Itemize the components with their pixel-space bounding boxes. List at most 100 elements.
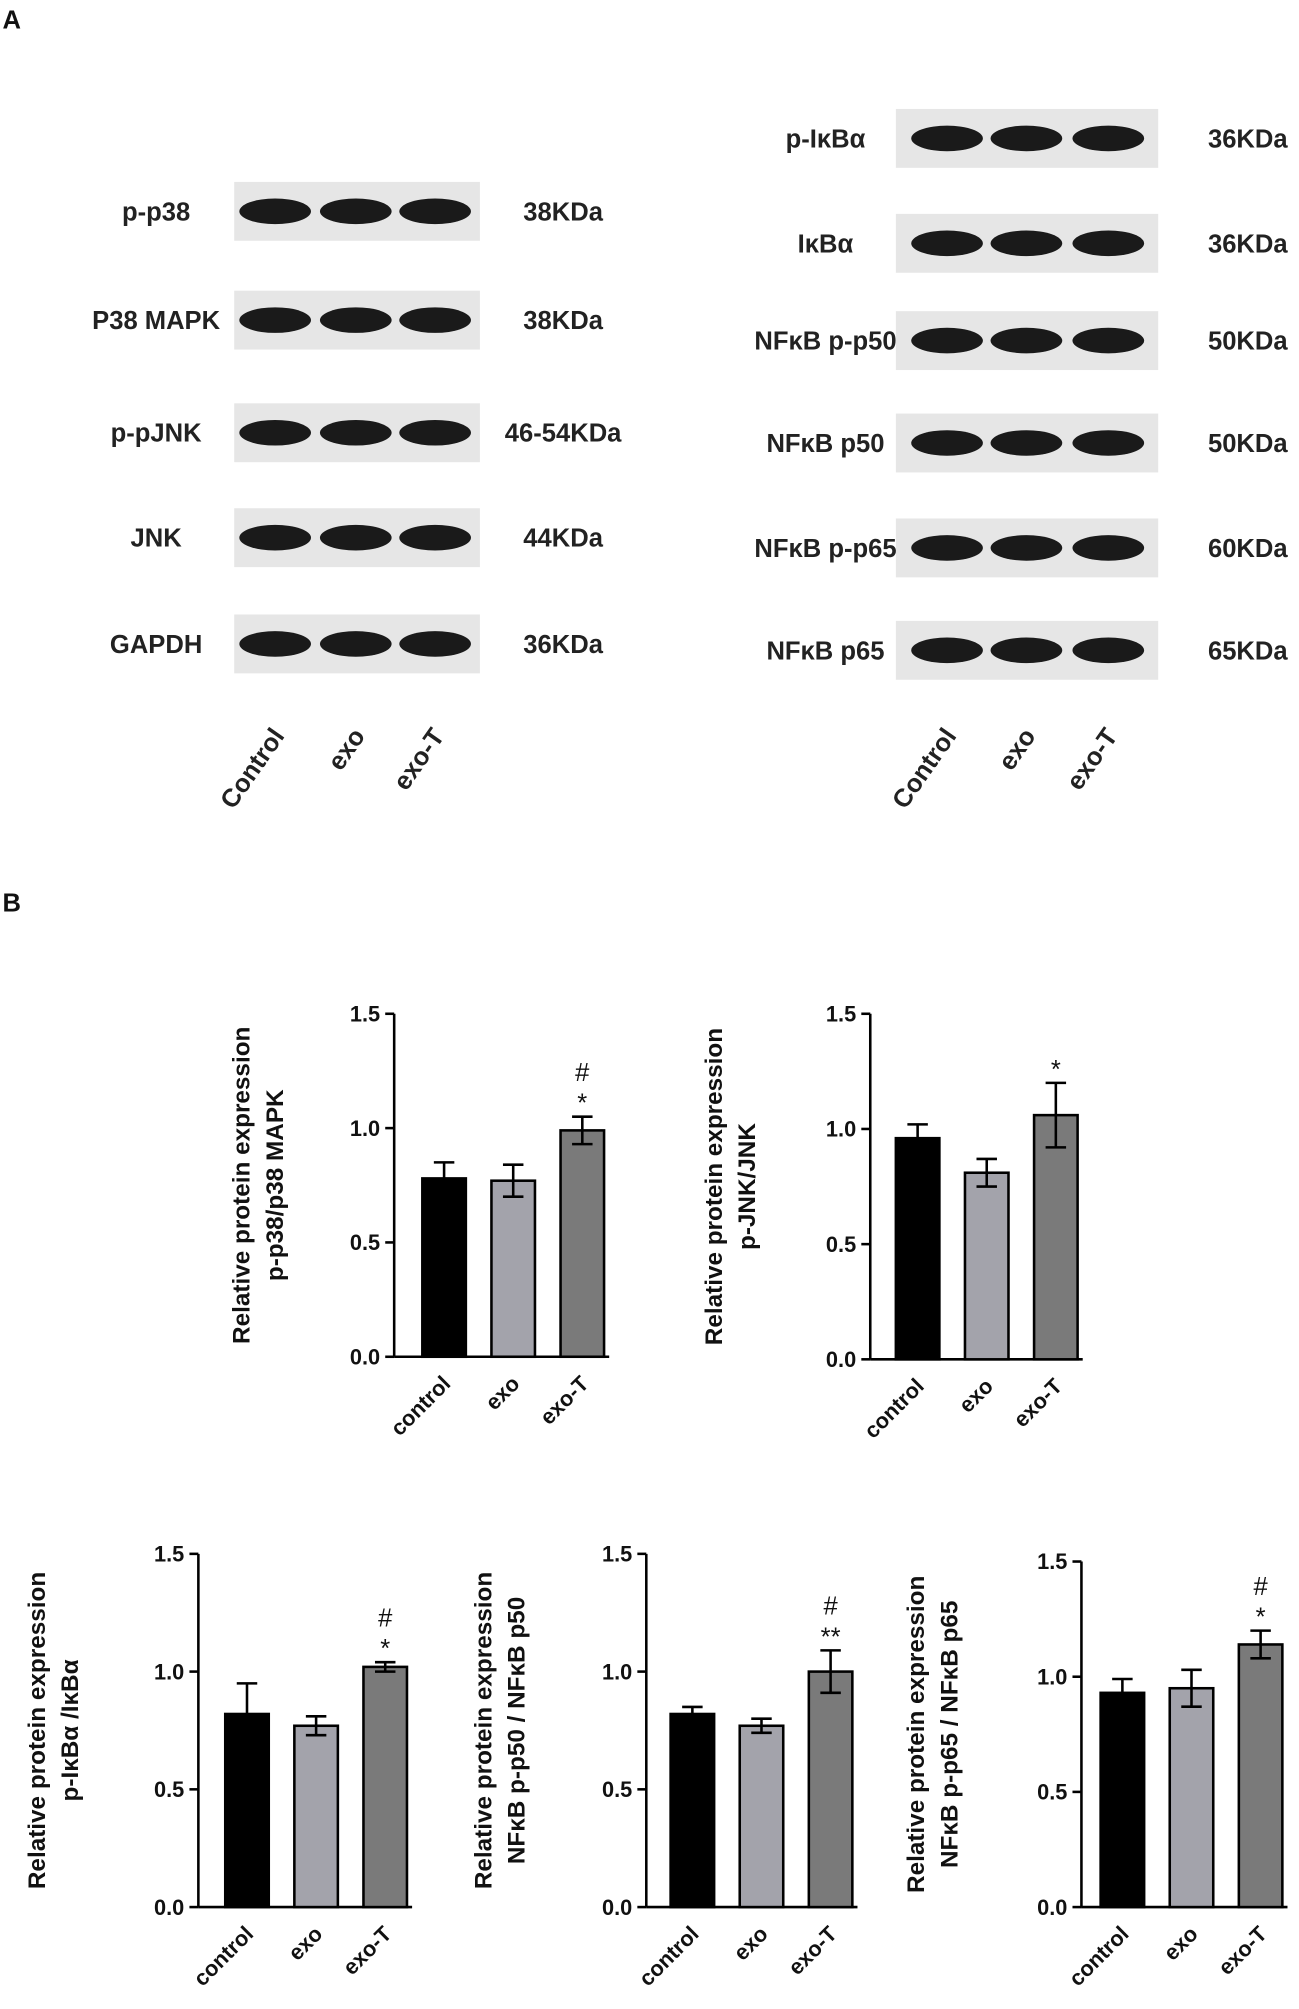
error-bar: [976, 1157, 997, 1188]
y-axis-label: Relative protein expression: [701, 1028, 728, 1345]
blot-size: 36KDa: [1208, 125, 1288, 153]
error-bar: [907, 1123, 928, 1154]
blot-band: [319, 198, 392, 225]
blot-size: 60KDa: [1208, 535, 1288, 563]
blot-band: [911, 637, 983, 664]
bar: [293, 1724, 340, 1909]
blot-band: [1072, 230, 1145, 257]
significance-mark: *: [1256, 1604, 1266, 1632]
y-axis-label: Relative protein expression: [470, 1572, 497, 1889]
y-tick-label: 1.5: [602, 1542, 632, 1567]
y-axis-label: NFκB p-p65 / NFκB p65: [936, 1601, 963, 1868]
blot-band: [319, 631, 392, 657]
blot-band: [239, 307, 311, 333]
x-tick-label: exo: [283, 1921, 327, 1965]
bar: [421, 1177, 468, 1359]
x-tick-label: exo-T: [783, 1921, 842, 1980]
blot-band: [990, 125, 1063, 152]
significance-mark: #: [1253, 1573, 1268, 1601]
significance-mark: #: [378, 1604, 393, 1632]
blot-label: NFκB p50: [766, 430, 884, 458]
bar: [1237, 1643, 1284, 1909]
blot-band: [399, 419, 471, 446]
error-bar: [236, 1682, 258, 1746]
significance-mark: #: [575, 1059, 590, 1087]
y-tick-label: 1.0: [826, 1117, 856, 1142]
significance-mark: #: [823, 1593, 838, 1621]
x-tick-label: control: [859, 1373, 929, 1443]
blot-band: [239, 524, 311, 551]
blot-band: [990, 230, 1063, 257]
blot-band: [399, 198, 471, 225]
y-tick-label: 0.0: [154, 1895, 184, 1920]
y-axis-label: p-p38/p38 MAPK: [262, 1089, 289, 1281]
x-tick-label: exo: [1159, 1921, 1203, 1965]
error-bar: [502, 1163, 524, 1198]
blot-band: [399, 307, 471, 333]
blot-band: [1072, 535, 1145, 561]
bar: [963, 1171, 1010, 1361]
blot-band: [399, 524, 471, 551]
blot-band: [319, 524, 392, 551]
error-bar: [1250, 1629, 1271, 1660]
significance-mark: *: [1051, 1056, 1061, 1084]
blot-label: P38 MAPK: [92, 307, 220, 335]
x-tick-label: exo-T: [1008, 1373, 1067, 1432]
blot-label: NFκB p65: [766, 637, 884, 665]
bar: [894, 1136, 941, 1361]
bar: [362, 1665, 409, 1909]
lane-label: Control: [215, 723, 290, 814]
error-bar: [820, 1649, 841, 1695]
y-axis-label: p-JNK/JNK: [734, 1123, 761, 1250]
blot-band: [911, 125, 983, 152]
y-tick-label: 1.0: [1037, 1664, 1067, 1689]
error-bar: [751, 1717, 772, 1735]
blot-band: [239, 419, 311, 446]
bar: [490, 1179, 537, 1359]
blot-label: IκBα: [798, 230, 854, 258]
lane-label: exo-T: [388, 723, 450, 795]
y-tick-label: 0.0: [1037, 1895, 1067, 1920]
y-tick-label: 1.5: [826, 1001, 856, 1026]
blot-size: 36KDa: [523, 631, 603, 659]
error-bar: [1181, 1668, 1202, 1708]
blot-label: NFκB p-p65: [754, 535, 896, 563]
y-axis-label: Relative protein expression: [24, 1572, 51, 1889]
significance-mark: **: [821, 1623, 841, 1651]
bar: [1032, 1113, 1079, 1361]
x-tick-label: exo-T: [1213, 1921, 1272, 1980]
y-tick-label: 0.0: [350, 1344, 380, 1369]
x-tick-label: control: [634, 1921, 704, 1991]
lane-label: exo: [323, 723, 371, 775]
blot-band: [990, 637, 1063, 664]
y-axis-label: p-IκBα /IκBα: [57, 1659, 84, 1801]
bar: [738, 1724, 785, 1909]
blot-size: 50KDa: [1208, 328, 1288, 356]
y-tick-label: 0.5: [1037, 1780, 1067, 1805]
panel-label: A: [3, 6, 21, 34]
blot-band: [1072, 125, 1145, 152]
y-tick-label: 0.5: [602, 1777, 632, 1802]
blot-band: [1072, 430, 1145, 456]
y-tick-label: 1.5: [350, 1001, 380, 1026]
x-tick-label: control: [386, 1371, 456, 1441]
error-bar: [305, 1715, 327, 1737]
bar: [669, 1712, 716, 1909]
blot-band: [911, 327, 983, 354]
blot-band: [990, 430, 1063, 456]
error-bar: [433, 1161, 455, 1196]
lane-label: exo-T: [1061, 723, 1123, 795]
lane-label: exo: [993, 723, 1041, 775]
significance-mark: *: [577, 1090, 587, 1118]
blot-size: 46-54KDa: [505, 420, 622, 448]
x-tick-label: exo-T: [338, 1921, 397, 1980]
blot-band: [911, 230, 983, 257]
blot-size: 38KDa: [523, 307, 603, 335]
blot-band: [911, 430, 983, 456]
blot-band: [911, 535, 983, 561]
bar: [807, 1670, 854, 1909]
blot-band: [239, 198, 311, 225]
bar: [1099, 1691, 1146, 1909]
y-tick-label: 1.5: [1037, 1549, 1067, 1574]
